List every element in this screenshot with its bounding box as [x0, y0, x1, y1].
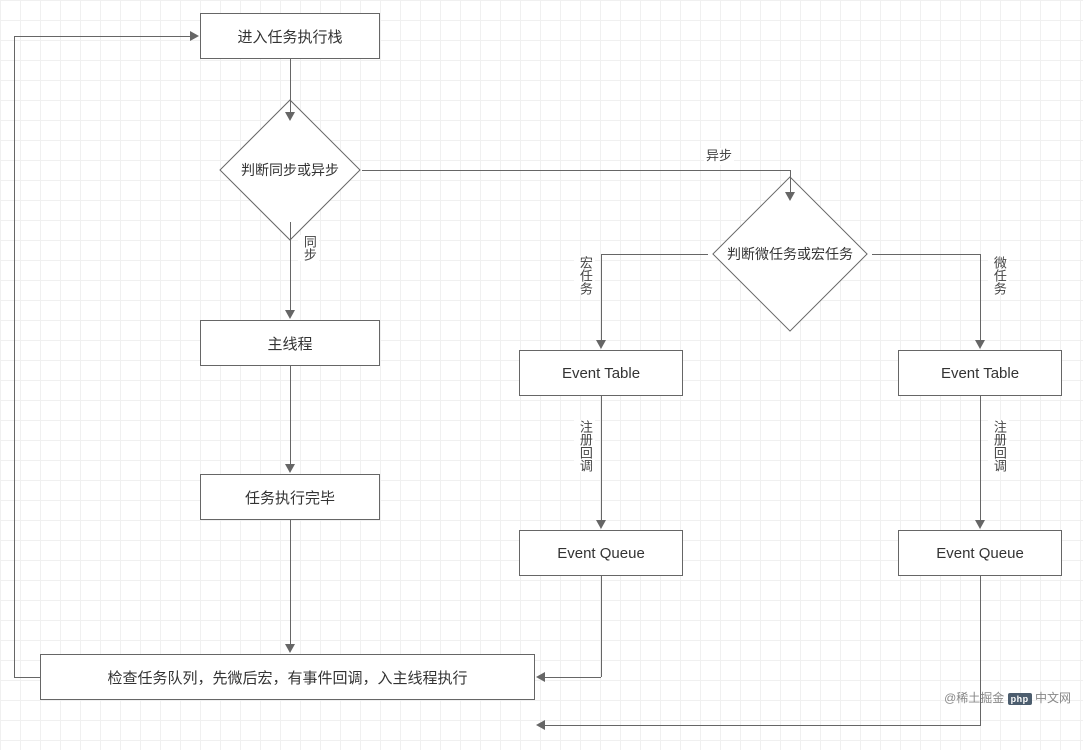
arrow-icon — [975, 340, 985, 349]
edge-main-to-done — [290, 366, 291, 464]
node-event-queue-macro: Event Queue — [519, 530, 683, 576]
arrow-icon — [596, 340, 606, 349]
edge-decide-async-h — [362, 170, 790, 171]
node-start-label: 进入任务执行栈 — [237, 26, 342, 47]
node-event-table-macro: Event Table — [519, 350, 683, 396]
node-event-queue-micro-label: Event Queue — [936, 545, 1024, 562]
node-decide-sync: 判断同步或异步 — [195, 140, 385, 200]
arrow-icon — [285, 112, 295, 121]
edge-task-micro-h — [872, 254, 980, 255]
arrow-icon — [190, 31, 199, 41]
edge-eqmacro-left — [545, 677, 601, 678]
node-main-thread-label: 主线程 — [267, 333, 312, 354]
edge-etmicro-eqmicro — [980, 396, 981, 520]
node-decide-sync-label: 判断同步或异步 — [241, 160, 339, 180]
edge-label-micro: 微任务 — [988, 256, 1009, 295]
edge-label-macro: 宏任务 — [574, 256, 595, 295]
watermark-left: @稀土掘金 — [944, 691, 1004, 705]
edge-label-async: 异步 — [704, 148, 734, 165]
node-decide-task: 判断微任务或宏任务 — [680, 224, 900, 284]
node-decide-task-label: 判断微任务或宏任务 — [727, 244, 853, 264]
edge-done-to-final — [290, 520, 291, 644]
node-event-table-micro: Event Table — [898, 350, 1062, 396]
node-main-thread: 主线程 — [200, 320, 380, 366]
arrow-icon — [285, 644, 295, 653]
node-event-table-micro-label: Event Table — [941, 365, 1019, 382]
edge-task-macro-v — [601, 254, 602, 340]
node-final: 检查任务队列，先微后宏，有事件回调，入主线程执行 — [40, 654, 535, 700]
edge-etmacro-eqmacro — [601, 396, 602, 520]
edge-decide-async-v — [790, 170, 791, 194]
node-start: 进入任务执行栈 — [200, 13, 380, 59]
arrow-icon — [536, 672, 545, 682]
node-event-table-macro-label: Event Table — [562, 365, 640, 382]
arrow-icon — [975, 520, 985, 529]
edge-task-macro-h — [601, 254, 708, 255]
node-event-queue-macro-label: Event Queue — [557, 545, 645, 562]
edge-start-to-decide — [290, 59, 291, 115]
watermark: @稀土掘金 php 中文网 — [944, 689, 1071, 706]
edge-decide-to-main — [290, 222, 291, 310]
edge-eqmicro-left — [545, 725, 981, 726]
arrow-icon — [536, 720, 545, 730]
php-badge-icon: php — [1008, 693, 1032, 705]
node-final-label: 检查任务队列，先微后宏，有事件回调，入主线程执行 — [107, 667, 467, 688]
arrow-icon — [785, 192, 795, 201]
node-event-queue-micro: Event Queue — [898, 530, 1062, 576]
edge-eqmacro-down — [601, 576, 602, 677]
node-task-done: 任务执行完毕 — [200, 474, 380, 520]
edge-label-register-macro: 注册回调 — [574, 420, 595, 472]
edge-task-micro-v — [980, 254, 981, 340]
node-task-done-label: 任务执行完毕 — [245, 487, 335, 508]
edge-loop-h2 — [14, 36, 190, 37]
arrow-icon — [285, 464, 295, 473]
edge-label-sync: 同步 — [298, 235, 319, 261]
arrow-icon — [285, 310, 295, 319]
arrow-icon — [596, 520, 606, 529]
edge-label-register-micro: 注册回调 — [988, 420, 1009, 472]
edge-loop-v — [14, 36, 15, 677]
edge-loop-h1 — [14, 677, 40, 678]
watermark-right: 中文网 — [1035, 691, 1071, 705]
